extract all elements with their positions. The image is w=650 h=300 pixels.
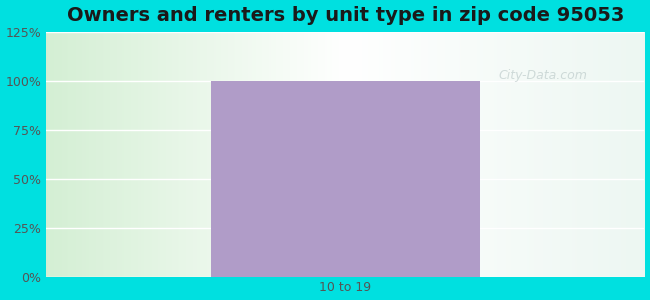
Bar bbox=[211, 81, 480, 277]
Text: City-Data.com: City-Data.com bbox=[499, 69, 587, 82]
Title: Owners and renters by unit type in zip code 95053: Owners and renters by unit type in zip c… bbox=[67, 6, 624, 25]
